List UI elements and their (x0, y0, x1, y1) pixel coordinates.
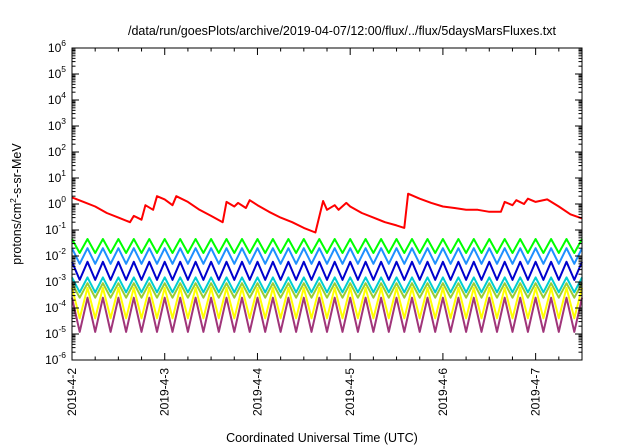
y-tick-label: 106 (48, 38, 66, 55)
y-tick-label-base: 10 (48, 119, 62, 133)
y-tick-label: 104 (48, 90, 66, 107)
series-line (71, 247, 583, 265)
y-tick-label: 100 (48, 194, 66, 211)
y-tick-label-exp: -6 (58, 350, 66, 360)
y-tick-label: 105 (48, 64, 66, 81)
series-line (71, 286, 583, 320)
series-line (71, 192, 583, 234)
x-tick-label: 2019-4-5 (343, 368, 357, 416)
series-line (71, 276, 583, 294)
y-axis: 10-610-510-410-310-210-11001011021031041… (45, 38, 582, 367)
y-tick-label-exp: 4 (61, 90, 66, 100)
y-axis-label: protons/cm2-s-sr-MeV (8, 143, 24, 265)
y-tick-label: 10-6 (45, 350, 66, 367)
x-axis: 2019-4-2 2019-4-3 2019-4-4 2019-4-5 2019-4-6… (65, 48, 583, 416)
y-tick-label-base: 10 (45, 353, 59, 367)
series-line (71, 282, 583, 299)
y-tick-label-base: 10 (45, 249, 59, 263)
y-tick-label-exp: 3 (61, 116, 66, 126)
y-tick-label-base: 10 (48, 145, 62, 159)
y-tick-label-exp: -1 (58, 220, 66, 230)
plot-frame (71, 47, 583, 361)
y-tick-label-base: 10 (45, 327, 59, 341)
y-tick-label-base: 10 (45, 301, 59, 315)
series-layer (71, 192, 583, 333)
y-tick-label-exp: 2 (61, 142, 66, 152)
y-axis-label-sup: 2 (8, 198, 18, 203)
y-tick-label-base: 10 (48, 197, 62, 211)
y-tick-label: 103 (48, 116, 66, 133)
series-line (71, 296, 583, 333)
y-tick-label-exp: -4 (58, 298, 66, 308)
y-tick-label-exp: 1 (61, 168, 66, 178)
y-tick-label-base: 10 (45, 223, 59, 237)
y-tick-label-exp: 6 (61, 38, 66, 48)
y-tick-label-exp: -5 (58, 324, 66, 334)
x-tick-label: 2019-4-2 (65, 368, 79, 416)
x-axis-label: Coordinated Universal Time (UTC) (226, 431, 418, 445)
y-tick-label-exp: -3 (58, 272, 66, 282)
y-tick-label: 10-5 (45, 324, 66, 341)
y-tick-label-exp: -2 (58, 246, 66, 256)
y-tick-label: 102 (48, 142, 66, 159)
x-tick-label: 2019-4-6 (436, 368, 450, 416)
y-tick-label: 10-3 (45, 272, 66, 289)
y-tick-label-base: 10 (45, 275, 59, 289)
series-line (71, 260, 583, 281)
y-axis-label-rest: -s-sr-MeV (10, 143, 24, 199)
y-tick-label-exp: 5 (61, 64, 66, 74)
chart-title: /data/run/goesPlots/archive/2019-04-07/1… (128, 24, 557, 38)
y-axis-label-base: protons/cm (10, 203, 24, 265)
y-tick-label-base: 10 (48, 171, 62, 185)
y-tick-label-base: 10 (48, 41, 62, 55)
y-tick-label-base: 10 (48, 67, 62, 81)
x-tick-label: 2019-4-3 (158, 368, 172, 416)
y-tick-label-exp: 0 (61, 194, 66, 204)
y-tick-label: 101 (48, 168, 66, 185)
y-tick-label: 10-1 (45, 220, 66, 237)
y-tick-label: 10-2 (45, 246, 66, 263)
x-tick-label: 2019-4-4 (250, 368, 264, 416)
y-tick-label-base: 10 (48, 93, 62, 107)
y-tick-label: 10-4 (45, 298, 66, 315)
series-line (71, 238, 583, 254)
x-tick-label: 2019-4-7 (529, 368, 543, 416)
